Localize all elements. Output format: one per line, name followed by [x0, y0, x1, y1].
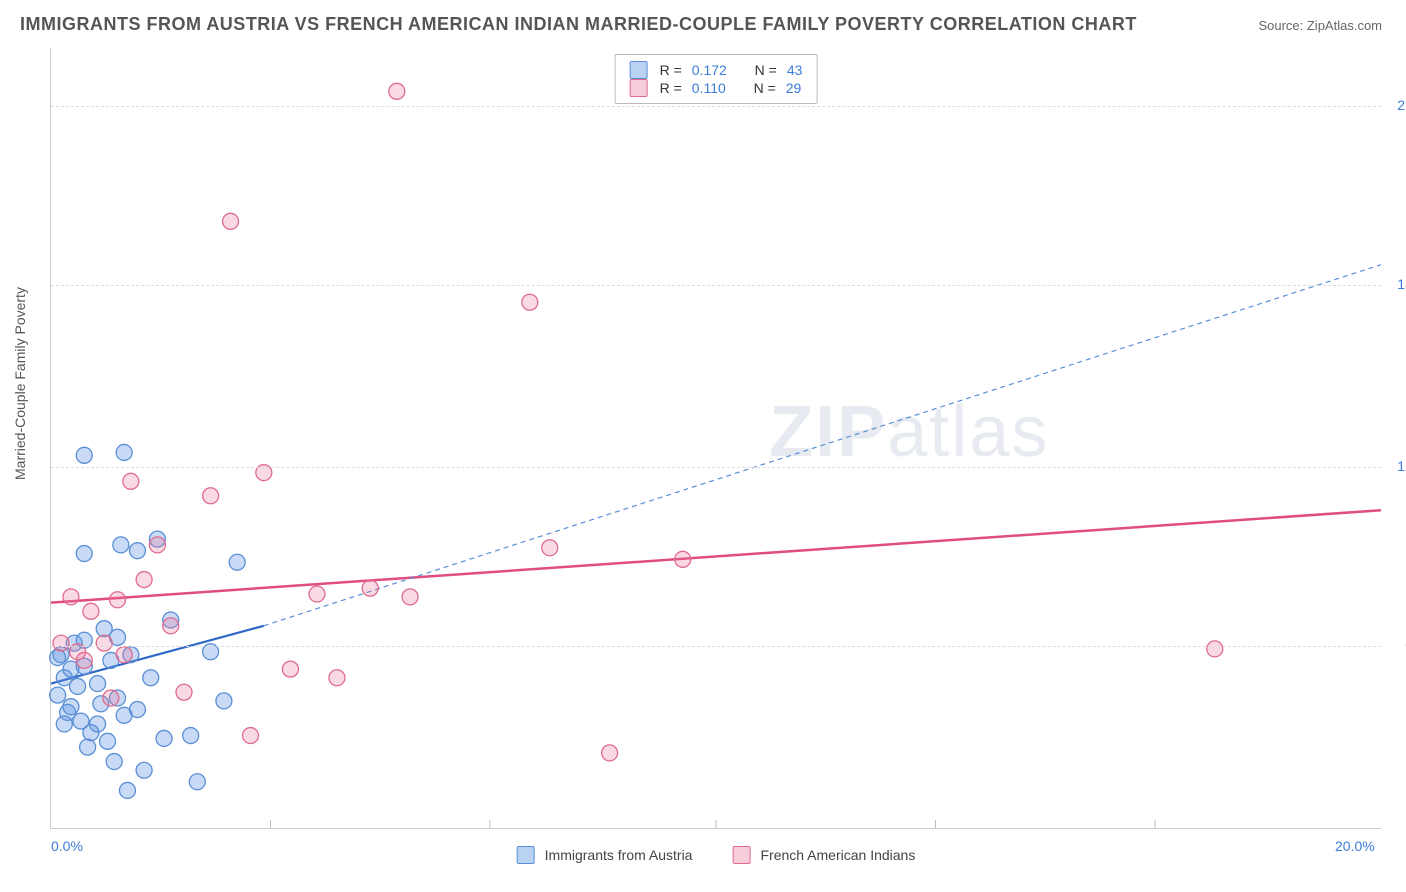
gridline-h: [51, 646, 1381, 647]
r-value-series-1: 0.172: [692, 62, 727, 78]
legend-row-series-2: R = 0.110 N = 29: [630, 79, 803, 97]
legend-item-series-2: French American Indians: [732, 846, 915, 864]
correlation-legend: R = 0.172 N = 43 R = 0.110 N = 29: [615, 54, 818, 104]
y-tick-label: 18.8%: [1397, 276, 1406, 292]
legend-swatch-series-2: [732, 846, 750, 864]
legend-row-series-1: R = 0.172 N = 43: [630, 61, 803, 79]
y-axis-label: Married-Couple Family Poverty: [12, 287, 28, 480]
n-label: N =: [754, 80, 776, 96]
source-attribution: Source: ZipAtlas.com: [1258, 18, 1382, 33]
x-tick-label: 20.0%: [1335, 838, 1375, 854]
gridline-h: [51, 467, 1381, 468]
swatch-series-2: [630, 79, 648, 97]
chart-canvas: [51, 48, 1381, 828]
gridline-h: [51, 106, 1381, 107]
gridline-h: [51, 285, 1381, 286]
legend-label-series-2: French American Indians: [760, 847, 915, 863]
x-tick-label: 0.0%: [51, 838, 83, 854]
n-value-series-1: 43: [787, 62, 803, 78]
series-legend: Immigrants from Austria French American …: [517, 846, 916, 864]
r-label: R =: [660, 80, 682, 96]
n-label: N =: [755, 62, 777, 78]
y-tick-label: 12.5%: [1397, 458, 1406, 474]
r-value-series-2: 0.110: [692, 80, 726, 96]
swatch-series-1: [630, 61, 648, 79]
y-tick-label: 25.0%: [1397, 97, 1406, 113]
r-label: R =: [660, 62, 682, 78]
chart-plot-area: ZIPatlas R = 0.172 N = 43 R = 0.110 N = …: [50, 48, 1381, 829]
legend-item-series-1: Immigrants from Austria: [517, 846, 693, 864]
chart-title: IMMIGRANTS FROM AUSTRIA VS FRENCH AMERIC…: [20, 14, 1137, 35]
legend-label-series-1: Immigrants from Austria: [545, 847, 693, 863]
legend-swatch-series-1: [517, 846, 535, 864]
n-value-series-2: 29: [786, 80, 802, 96]
